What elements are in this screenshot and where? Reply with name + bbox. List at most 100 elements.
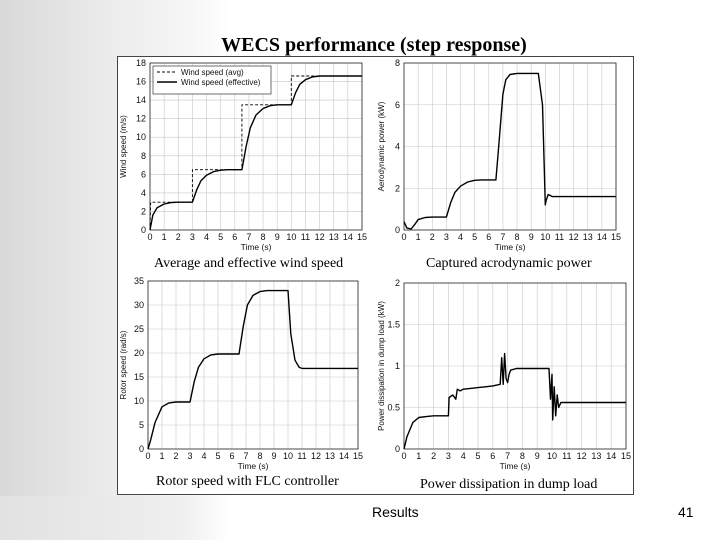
x-tick-label: 15 (353, 451, 363, 461)
axes-frame (149, 62, 363, 231)
y-tick-label: 6 (141, 169, 146, 179)
y-tick-label: 14 (136, 95, 146, 105)
x-axis-label: Time (s) (495, 242, 526, 252)
x-axis-label: Time (s) (238, 461, 269, 471)
x-tick-label: 7 (500, 232, 505, 242)
x-tick-label: 12 (577, 451, 587, 461)
x-tick-label: 15 (621, 451, 631, 461)
slide-title: WECS performance (step response) (221, 34, 527, 56)
y-tick-label: 12 (136, 114, 146, 124)
x-tick-label: 10 (283, 451, 293, 461)
caption-dump-load: Power dissipation in dump load (420, 477, 598, 492)
x-tick-label: 14 (597, 232, 607, 242)
x-tick-label: 5 (215, 451, 220, 461)
y-tick-label: 2 (395, 278, 400, 288)
x-tick-label: 3 (446, 451, 451, 461)
x-axis-label: Time (s) (500, 461, 531, 471)
caption-rotor-speed: Rotor speed with FLC controller (156, 474, 339, 489)
x-tick-label: 9 (529, 232, 534, 242)
x-tick-label: 13 (583, 232, 593, 242)
x-tick-label: 14 (339, 451, 349, 461)
y-tick-label: 0 (139, 444, 144, 454)
y-tick-label: 1 (395, 361, 400, 371)
x-tick-label: 9 (535, 451, 540, 461)
x-tick-label: 0 (401, 232, 406, 242)
y-axis-label: Wind speed (m/s) (119, 115, 128, 178)
y-tick-label: 10 (136, 132, 146, 142)
x-tick-label: 0 (145, 451, 150, 461)
x-tick-label: 11 (301, 232, 310, 242)
x-tick-label: 5 (475, 451, 480, 461)
chart-svg: 0 1 2 3 4 5 6 7 8 9 10 11 12 13 14 15024681012141618Tim… (119, 58, 367, 252)
series-line-1 (403, 352, 626, 450)
y-tick-label: 6 (395, 100, 400, 110)
x-tick-label: 9 (271, 451, 276, 461)
y-tick-label: 1.5 (387, 320, 400, 330)
y-tick-label: 0 (395, 444, 400, 454)
y-tick-label: 5 (139, 420, 144, 430)
y-tick-label: 0.5 (387, 403, 400, 413)
x-tick-label: 15 (611, 232, 621, 242)
x-tick-label: 7 (243, 451, 248, 461)
y-tick-label: 30 (134, 300, 144, 310)
y-tick-label: 20 (134, 348, 144, 358)
x-tick-label: 3 (187, 451, 192, 461)
rotor-speed-chart: 0 1 2 3 4 5 6 7 8 9 10 11 12 13 14 15 0 5 10 15 20 25 30 35 Time… (118, 275, 376, 477)
aerodynamic-power-chart: 0 1 2 3 4 5 6 7 8 9 10 11 12 13 14 15 0 2 4 6 8 Time (s) Aerod… (376, 57, 634, 257)
x-tick-label: 0 (401, 451, 406, 461)
y-tick-label: 2 (141, 206, 146, 216)
y-tick-label: 0 (395, 225, 400, 235)
x-tick-label: 6 (229, 451, 234, 461)
x-tick-label: 8 (515, 232, 520, 242)
x-tick-label: 11 (297, 451, 306, 461)
x-tick-label: 7 (505, 451, 510, 461)
x-tick-label: 8 (520, 451, 525, 461)
x-tick-label: 10 (547, 451, 557, 461)
y-tick-label: 8 (395, 58, 400, 68)
series-line-1 (403, 72, 616, 230)
x-tick-label: 11 (562, 451, 571, 461)
y-tick-label: 25 (134, 324, 144, 334)
x-tick-label: 12 (311, 451, 321, 461)
x-tick-label: 1 (162, 232, 167, 242)
y-tick-label: 10 (134, 396, 144, 406)
x-tick-label: 14 (606, 451, 616, 461)
caption-aerodynamic-power: Captured acrodynamic power (426, 256, 592, 271)
x-tick-label: 4 (204, 232, 209, 242)
x-tick-label: 2 (430, 232, 435, 242)
x-tick-label: 14 (343, 232, 353, 242)
footer-band (0, 496, 720, 540)
x-tick-label: 11 (555, 232, 564, 242)
x-tick-label: 7 (246, 232, 251, 242)
y-tick-label: 16 (136, 77, 146, 87)
x-tick-label: 2 (173, 451, 178, 461)
legend-box (152, 65, 272, 95)
y-tick-label: 2 (395, 183, 400, 193)
y-tick-label: 0 (141, 225, 146, 235)
x-tick-label: 5 (472, 232, 477, 242)
series-line-2 (149, 75, 362, 231)
x-tick-label: 3 (190, 232, 195, 242)
x-tick-label: 13 (325, 451, 335, 461)
axes-frame (403, 282, 627, 450)
y-tick-label: 35 (134, 276, 144, 286)
caption-wind-speed: Average and effective wind speed (154, 256, 344, 271)
x-tick-label: 2 (431, 451, 436, 461)
x-tick-label: 4 (461, 451, 466, 461)
y-tick-label: 15 (134, 372, 144, 382)
legend-label: Wind speed (effective) (181, 78, 261, 87)
axes-frame (147, 280, 359, 450)
x-tick-label: 1 (159, 451, 164, 461)
x-tick-label: 10 (286, 232, 296, 242)
x-axis-label: Time (s) (241, 242, 272, 252)
x-tick-label: 9 (275, 232, 280, 242)
x-tick-label: 8 (257, 451, 262, 461)
figure-frame: 0 1 2 3 4 5 6 7 8 9 10 11 12 13 14 15 0 2 4 6 8 10 12 14 16 18 Tim… (117, 56, 634, 495)
chart-svg: 0 1 2 3 4 5 6 7 8 9 10 11 12 13 14 1505101520253035Time… (119, 276, 363, 471)
x-tick-label: 0 (147, 232, 152, 242)
x-tick-label: 5 (218, 232, 223, 242)
y-axis-label: Rotor speed (rad/s) (119, 330, 128, 399)
x-tick-label: 1 (416, 451, 421, 461)
